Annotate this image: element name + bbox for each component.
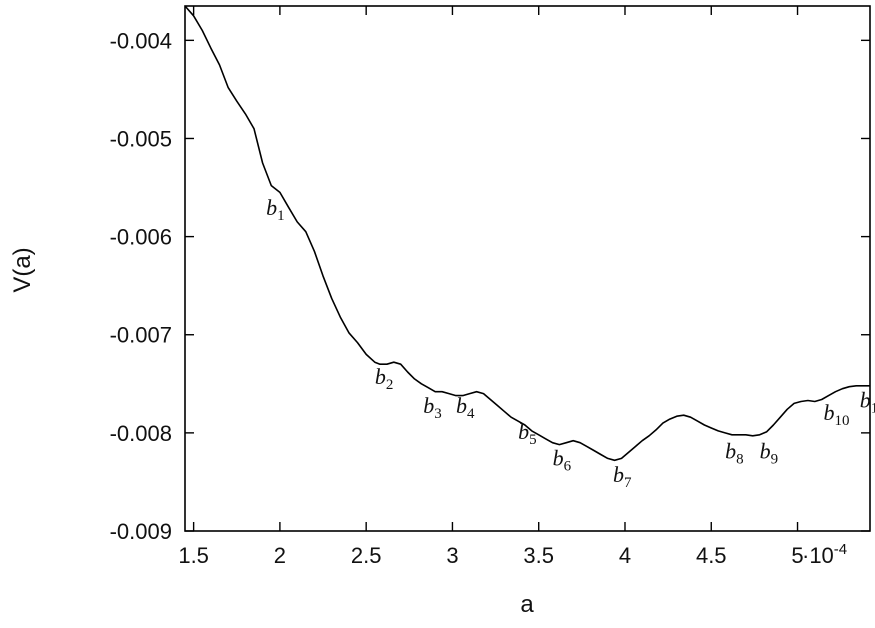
- annotation-label: b11: [860, 387, 875, 416]
- series-line: [184, 5, 870, 462]
- y-axis-title: V(a): [9, 247, 36, 292]
- x-tick-label: 2.5: [351, 543, 382, 568]
- annotation-label: b9: [760, 438, 779, 467]
- y-tick-label: -0.008: [110, 421, 172, 446]
- annotation-label: b1: [266, 195, 285, 224]
- y-tick-label: -0.006: [110, 225, 172, 250]
- x-tick-label: 1.5: [178, 543, 209, 568]
- x-tick-label: 3: [446, 543, 458, 568]
- x-tick-label: 2: [274, 543, 286, 568]
- x-tick-label: 4: [619, 543, 631, 568]
- annotation-label: b2: [375, 364, 394, 393]
- curve-annotations: b1 b2 b3 b4 b5 b6 b7 b8 b9 b10 b11: [266, 195, 875, 491]
- y-tick-label: -0.007: [110, 323, 172, 348]
- annotation-label: b4: [456, 393, 475, 422]
- plot-frame: [184, 5, 871, 532]
- x-tick-label: 4.5: [696, 543, 727, 568]
- y-axis: -0.009 -0.008 -0.007 -0.006 -0.005 -0.004: [110, 28, 870, 544]
- x-multiplier-label: ·10-4: [802, 541, 847, 568]
- annotation-label: b5: [518, 419, 537, 448]
- x-tick-label: 5: [791, 543, 803, 568]
- annotation-label: b8: [725, 438, 744, 467]
- annotation-label: b10: [823, 400, 849, 429]
- x-axis: 1.5 2 2.5 3 3.5 4 4.5 5: [178, 6, 804, 568]
- y-tick-label: -0.005: [110, 126, 172, 151]
- x-tick-label: 3.5: [523, 543, 554, 568]
- annotation-label: b7: [613, 462, 632, 491]
- annotation-label: b6: [553, 445, 572, 474]
- y-tick-label: -0.004: [110, 28, 172, 53]
- x-axis-title: a: [520, 591, 534, 618]
- annotation-label: b3: [423, 393, 442, 422]
- y-tick-label: -0.009: [110, 519, 172, 544]
